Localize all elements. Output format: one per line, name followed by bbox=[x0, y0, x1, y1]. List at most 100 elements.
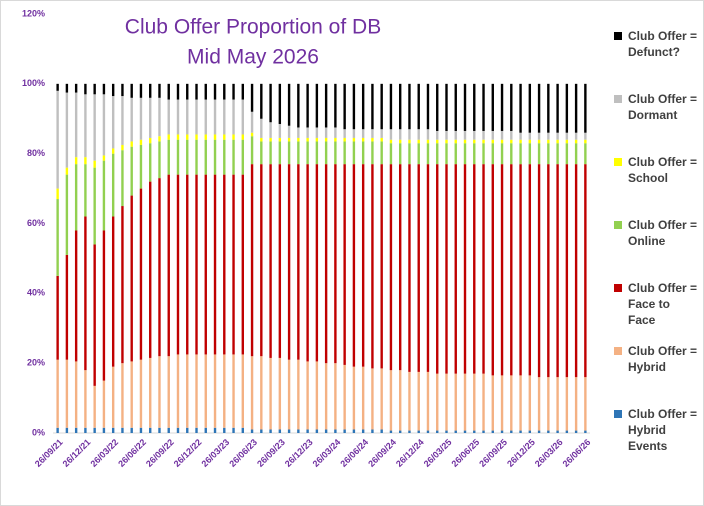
bar-segment bbox=[204, 83, 207, 100]
bar-segment bbox=[176, 174, 180, 355]
bar-segment bbox=[436, 83, 439, 131]
bar-segment bbox=[352, 366, 356, 430]
bar-segment bbox=[343, 364, 346, 430]
bar-segment bbox=[269, 122, 272, 138]
bar-segment bbox=[186, 139, 189, 175]
bar-segment bbox=[584, 139, 587, 144]
bar-segment bbox=[297, 141, 300, 165]
bar-segment bbox=[232, 174, 235, 355]
bar-segment bbox=[454, 164, 457, 374]
bar-segment bbox=[278, 137, 282, 142]
legend-swatch bbox=[614, 284, 622, 292]
bar-segment bbox=[56, 83, 59, 91]
bar-segment bbox=[260, 137, 263, 142]
bar-segment bbox=[278, 429, 282, 433]
bar-segment bbox=[417, 371, 420, 431]
bar-segment bbox=[398, 430, 402, 433]
y-tick-label: 80% bbox=[27, 148, 45, 158]
bar-segment bbox=[121, 83, 124, 97]
bar-segment bbox=[186, 427, 189, 433]
bar-segment bbox=[315, 83, 319, 128]
bar-segment bbox=[473, 130, 476, 140]
bar-segment bbox=[556, 143, 559, 165]
bar-segment bbox=[473, 143, 476, 165]
bar-segment bbox=[65, 167, 69, 175]
bar-segment bbox=[186, 83, 189, 100]
bar-segment bbox=[74, 361, 78, 428]
bar-segment bbox=[361, 141, 365, 165]
bar-segment bbox=[334, 83, 337, 128]
bar-segment bbox=[500, 130, 504, 140]
bar-segment bbox=[111, 366, 115, 428]
bar-segment bbox=[574, 164, 578, 378]
bar-segment bbox=[398, 164, 402, 371]
bar-segment bbox=[537, 377, 541, 431]
bar-segment bbox=[528, 430, 532, 433]
bar-segment bbox=[574, 430, 578, 433]
bar-segment bbox=[297, 83, 300, 128]
bar-segment bbox=[260, 83, 263, 119]
bar-segment bbox=[84, 94, 87, 158]
bar-segment bbox=[195, 139, 198, 175]
bar-segment bbox=[232, 99, 235, 135]
bar-segment bbox=[500, 164, 504, 376]
bar-segment bbox=[380, 83, 383, 130]
bar-segment bbox=[417, 129, 420, 140]
bar-segment bbox=[306, 127, 309, 138]
bar-segment bbox=[547, 132, 550, 140]
bar-segment bbox=[510, 83, 513, 131]
bar-segment bbox=[574, 83, 578, 133]
bar-segment bbox=[454, 143, 457, 165]
bar-segment bbox=[463, 139, 467, 144]
bar-segment bbox=[195, 83, 198, 100]
bar-segment bbox=[556, 164, 559, 378]
bar-segment bbox=[139, 83, 143, 98]
bar-segment bbox=[343, 164, 346, 365]
bar-segment bbox=[537, 143, 541, 165]
bar-segment bbox=[371, 129, 374, 138]
bar-segment bbox=[278, 141, 282, 165]
bar-segment bbox=[167, 139, 170, 175]
legend-entry: Club Offer = Hybrid bbox=[614, 343, 700, 375]
bar-segment bbox=[565, 164, 569, 378]
bar-segment bbox=[463, 130, 467, 140]
chart-subtitle: Mid May 2026 bbox=[187, 46, 319, 69]
bar-segment bbox=[343, 83, 346, 130]
bar-segment bbox=[482, 373, 485, 431]
bar-segment bbox=[167, 99, 170, 135]
bar-segment bbox=[463, 83, 467, 131]
bar-segment bbox=[556, 377, 559, 431]
bar-segment bbox=[65, 427, 69, 433]
bar-segment bbox=[65, 174, 69, 255]
bar-segment bbox=[287, 83, 291, 126]
bar-segment bbox=[426, 83, 430, 130]
bar-segment bbox=[371, 83, 374, 130]
bar-segment bbox=[574, 132, 578, 140]
bar-segment bbox=[324, 429, 328, 433]
bar-segment bbox=[149, 181, 152, 358]
bar-segment bbox=[139, 188, 143, 360]
bar-segment bbox=[111, 83, 115, 97]
bar-segment bbox=[324, 141, 328, 165]
bar-segment bbox=[491, 164, 494, 376]
bar-segment bbox=[361, 429, 365, 433]
bar-segment bbox=[491, 139, 494, 144]
y-tick-label: 40% bbox=[27, 288, 45, 298]
bar-segment bbox=[56, 275, 59, 360]
bar-segment bbox=[519, 164, 522, 376]
bar-segment bbox=[315, 164, 319, 362]
bar-segment bbox=[398, 370, 402, 431]
chart-title: Club Offer Proportion of DB bbox=[125, 16, 381, 39]
bar-segment bbox=[528, 164, 532, 376]
bar-segment bbox=[556, 430, 559, 433]
bar-segment bbox=[111, 153, 115, 217]
bar-segment bbox=[149, 83, 152, 98]
bar-segment bbox=[565, 430, 569, 433]
bar-segment bbox=[130, 97, 133, 142]
bar-segment bbox=[186, 174, 189, 355]
bar-segment bbox=[65, 254, 69, 360]
bar-segment bbox=[352, 137, 356, 142]
bar-segment bbox=[56, 90, 59, 189]
bar-segment bbox=[204, 427, 207, 433]
bar-segment bbox=[519, 375, 522, 431]
